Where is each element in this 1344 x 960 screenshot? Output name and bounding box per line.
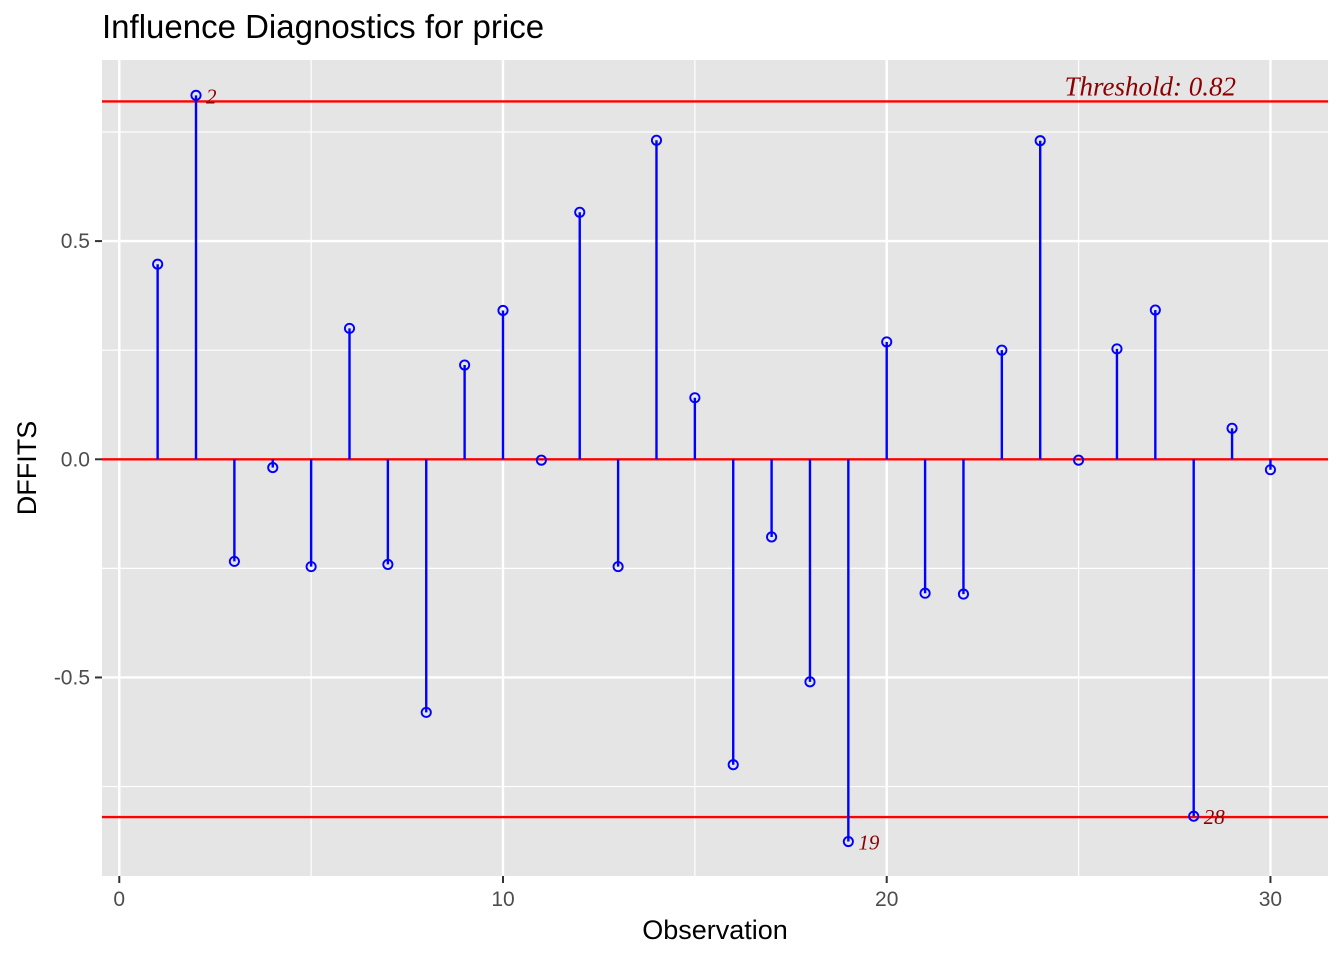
x-axis-title: Observation: [642, 915, 788, 945]
point-23: [996, 344, 1008, 356]
point-24: [1034, 135, 1046, 147]
y-tick-label-0: 0.0: [61, 448, 90, 471]
points: [152, 89, 1276, 848]
point-2: [190, 89, 202, 101]
point-12: [574, 206, 586, 218]
point-7: [382, 558, 394, 570]
reference-lines: [102, 100, 1328, 819]
point-13: [612, 561, 624, 573]
point-26: [1111, 343, 1123, 355]
point-1: [152, 258, 164, 270]
point-27: [1149, 304, 1161, 316]
point-labels: 2 19 28: [206, 84, 1225, 854]
point-25: [1073, 454, 1085, 466]
point-14: [650, 134, 663, 146]
chart-title: Influence Diagnostics for price: [102, 8, 544, 45]
point-17: [766, 531, 778, 543]
point-29: [1226, 422, 1238, 434]
x-tick-label-20: 20: [875, 888, 898, 911]
point-21: [919, 587, 931, 599]
point-3: [228, 555, 240, 567]
point-16: [727, 759, 739, 771]
point-30: [1264, 464, 1276, 476]
stems: [156, 95, 1272, 842]
point-15: [689, 392, 701, 404]
point-22: [957, 588, 970, 600]
point-18: [804, 676, 816, 688]
point-5: [305, 561, 317, 573]
point-6: [343, 322, 356, 334]
point-19: [842, 835, 854, 848]
point-10: [497, 304, 509, 317]
point-28: [1188, 810, 1200, 822]
x-axis: 0 10 20 30: [113, 876, 1282, 911]
y-tick-label-0.5: 0.5: [61, 230, 90, 253]
threshold-label: Threshold: 0.82: [1064, 71, 1236, 101]
point-11: [535, 454, 547, 466]
plot-panel: [102, 60, 1328, 876]
y-tick-label--0.5: -0.5: [54, 666, 90, 689]
y-axis: -0.5 0.0 0.5: [54, 230, 102, 689]
x-tick-label-0: 0: [113, 888, 125, 911]
point-9: [459, 359, 471, 371]
x-tick-label-30: 30: [1259, 888, 1282, 911]
point-label-28: 28: [1204, 805, 1226, 829]
point-label-2: 2: [206, 84, 217, 108]
y-axis-title: DFFITS: [12, 421, 42, 516]
point-4: [267, 462, 279, 474]
point-8: [420, 706, 432, 718]
point-20: [881, 336, 893, 348]
x-tick-label-10: 10: [491, 888, 514, 911]
point-label-19: 19: [858, 831, 880, 855]
